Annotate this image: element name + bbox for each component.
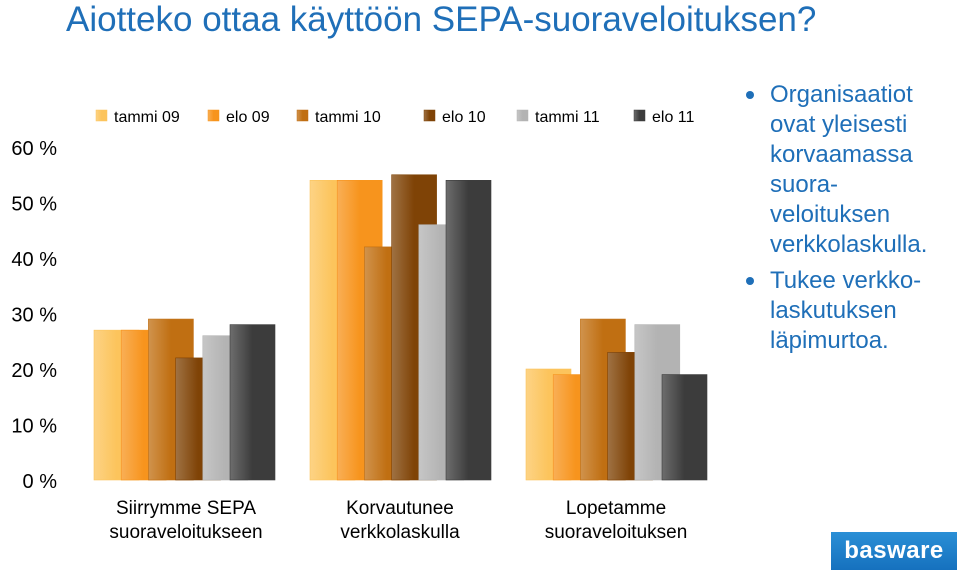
legend-swatch [95, 109, 108, 122]
x-tick-label: Korvautunee [346, 498, 454, 519]
x-tick-label: suoraveloituksen [545, 522, 688, 543]
x-tick-label: Lopetamme [566, 498, 666, 519]
y-tick-label: 40 % [11, 249, 57, 271]
bullet-text: Organisaatiot ovat yleisesti korvaamassa… [770, 81, 928, 258]
bullet-dot-icon [746, 91, 754, 99]
legend-label: tammi 09 [114, 109, 180, 126]
y-tick-label: 30 % [11, 305, 57, 327]
y-tick-label: 10 % [11, 416, 57, 438]
legend-swatch [423, 109, 436, 122]
legend-label: tammi 11 [535, 109, 600, 126]
y-tick-label: 50 % [11, 194, 57, 216]
bar [661, 374, 708, 481]
bullet-text: Tukee verkko-laskutuksen läpimurtoa. [770, 267, 922, 354]
y-tick-label: 0 % [23, 471, 58, 493]
y-axis-ticks: 0 % 10 % 20 % 30 % 40 % 50 % 60 % [11, 138, 57, 493]
bullet-dot-icon [746, 277, 754, 285]
legend-label: elo 11 [652, 109, 695, 126]
bullet-list: Organisaatiot ovat yleisesti korvaamassa… [742, 80, 957, 362]
bullet-item: Tukee verkko-laskutuksen läpimurtoa. [742, 266, 957, 356]
x-axis-labels: Siirrymme SEPA suoraveloitukseen Korvautun… [109, 498, 687, 543]
legend-swatch [633, 109, 646, 122]
legend-swatch [296, 109, 309, 122]
bar [445, 180, 492, 481]
y-tick-label: 20 % [11, 360, 57, 382]
page-title: Aiotteko ottaa käyttöön SEPA-suoraveloit… [66, 0, 817, 39]
legend-label: elo 09 [226, 109, 270, 126]
logo-text: basware [844, 537, 944, 564]
legend-swatch [207, 109, 220, 122]
legend-label: elo 10 [442, 109, 486, 126]
bar-chart: 0 % 10 % 20 % 30 % 40 % 50 % 60 % tammi 09 elo … [11, 109, 708, 543]
x-tick-label: suoraveloitukseen [109, 522, 262, 543]
y-tick-label: 60 % [11, 138, 57, 160]
x-tick-label: verkkolaskulla [340, 522, 460, 543]
legend-swatch [516, 109, 529, 122]
chart-bars [93, 174, 708, 481]
x-tick-label: Siirrymme SEPA [116, 498, 256, 519]
chart-legend: tammi 09 elo 09 tammi 10 elo 10 tammi 11 elo … [95, 109, 695, 126]
bar [229, 324, 276, 481]
basware-logo: basware [831, 532, 957, 570]
legend-label: tammi 10 [315, 109, 381, 126]
bullet-item: Organisaatiot ovat yleisesti korvaamassa… [742, 80, 957, 260]
